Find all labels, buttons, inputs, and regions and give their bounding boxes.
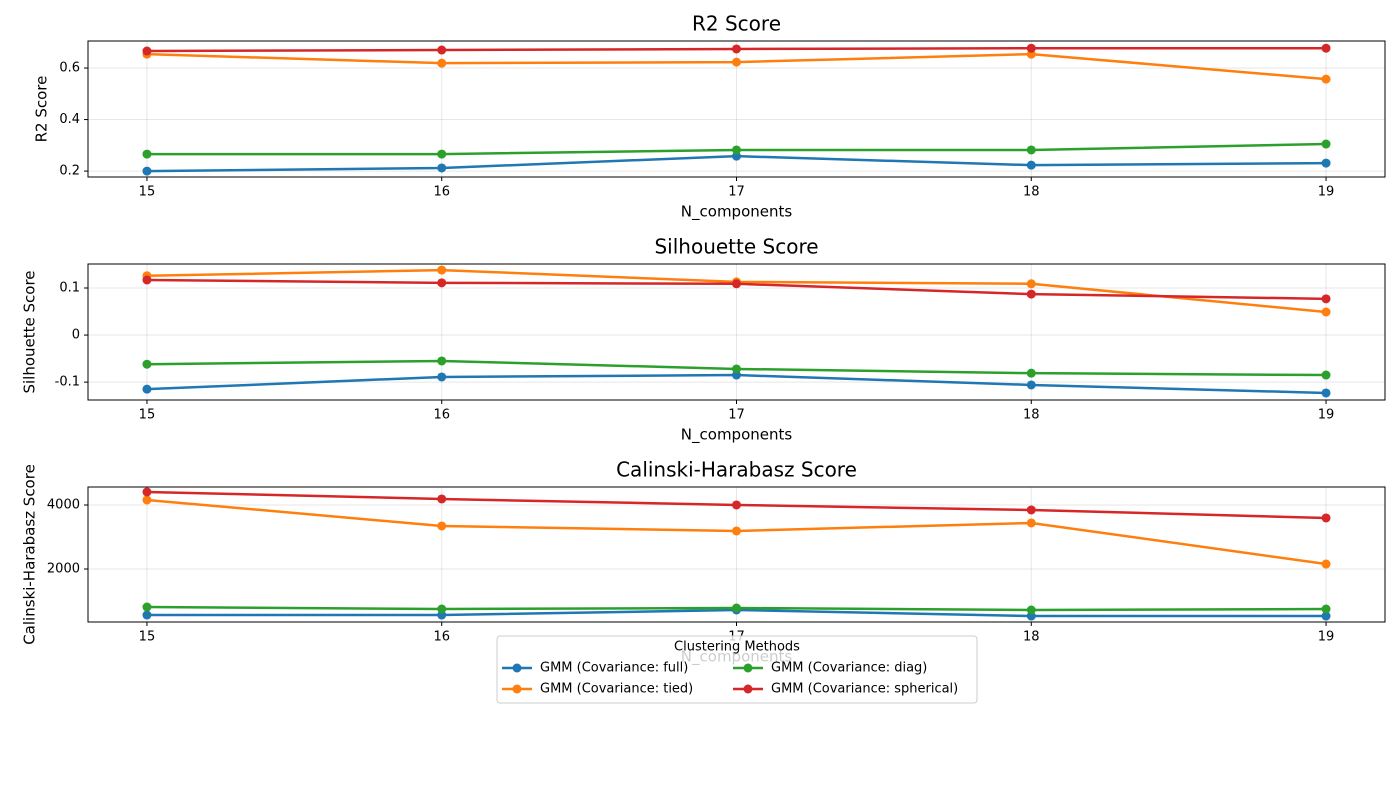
x-axis-label: N_components	[681, 426, 793, 445]
point	[732, 44, 741, 54]
x-axis-label: N_components	[681, 203, 793, 222]
x-tick-label: 18	[1023, 630, 1040, 645]
point	[142, 149, 152, 159]
point	[437, 265, 447, 275]
point	[437, 58, 447, 68]
y-axis-label: Calinski-Harabasz Score	[21, 464, 39, 645]
point	[437, 356, 447, 366]
point	[1321, 307, 1331, 317]
y-tick-label: 0.6	[59, 61, 80, 76]
point	[732, 526, 741, 536]
point	[437, 163, 447, 173]
x-tick-label: 19	[1318, 630, 1335, 645]
x-tick-label: 16	[433, 185, 450, 200]
point	[1026, 505, 1036, 515]
point	[1321, 158, 1331, 168]
point	[437, 278, 447, 288]
y-tick-label: 2000	[47, 561, 80, 576]
point	[1026, 380, 1036, 390]
legend-label: GMM (Covariance: diag)	[771, 661, 927, 676]
legend-marker	[512, 684, 522, 694]
point	[1321, 604, 1331, 614]
x-tick-label: 15	[139, 408, 156, 423]
point	[1321, 370, 1331, 380]
point	[732, 364, 741, 374]
x-tick-label: 15	[139, 185, 156, 200]
x-tick-label: 17	[728, 185, 745, 200]
point	[1026, 43, 1036, 53]
subplot-title: R2 Score	[692, 12, 781, 36]
point	[732, 151, 741, 161]
point	[1321, 513, 1331, 523]
point	[142, 610, 152, 620]
axes-frame	[87, 486, 1386, 623]
legend-box	[496, 635, 978, 704]
point	[732, 603, 741, 613]
point	[142, 602, 152, 612]
subplot-title: Silhouette Score	[654, 235, 818, 259]
point	[437, 45, 447, 55]
point	[437, 372, 447, 382]
y-axis-label: Silhouette Score	[21, 270, 39, 393]
point	[1321, 559, 1331, 569]
point	[1321, 43, 1331, 53]
y-tick-label: 0.2	[59, 164, 80, 179]
legend-marker	[743, 684, 753, 694]
point	[1321, 294, 1331, 304]
point	[142, 275, 152, 285]
point	[1321, 388, 1331, 398]
y-tick-label: 4000	[47, 497, 80, 512]
point	[1321, 611, 1331, 621]
point	[437, 604, 447, 614]
point	[142, 487, 152, 497]
x-tick-label: 18	[1023, 408, 1040, 423]
point	[437, 149, 447, 159]
point	[1321, 74, 1331, 84]
legend-marker	[743, 663, 753, 673]
y-tick-label: -0.1	[55, 375, 80, 390]
point	[142, 495, 152, 505]
point	[1026, 289, 1036, 299]
axes-frame	[87, 40, 1386, 178]
point	[142, 166, 152, 176]
point	[1026, 145, 1036, 155]
x-tick-label: 16	[433, 408, 450, 423]
point	[1026, 605, 1036, 615]
point	[1321, 139, 1331, 149]
point	[732, 57, 741, 67]
x-tick-label: 18	[1023, 185, 1040, 200]
y-tick-label: 0.4	[59, 112, 80, 127]
point	[732, 500, 741, 510]
y-tick-label: 0	[72, 328, 80, 343]
point	[142, 359, 152, 369]
legend-title: Clustering Methods	[674, 640, 800, 655]
y-tick-label: 0.1	[59, 281, 80, 296]
point	[437, 494, 447, 504]
x-tick-label: 15	[139, 630, 156, 645]
legend-label: GMM (Covariance: spherical)	[771, 682, 958, 697]
legend-label: GMM (Covariance: tied)	[540, 682, 693, 697]
point	[732, 279, 741, 289]
axes-frame	[87, 263, 1386, 401]
x-tick-label: 16	[433, 630, 450, 645]
x-tick-label: 19	[1318, 408, 1335, 423]
x-tick-label: 17	[728, 408, 745, 423]
legend: Clustering Methods GMM (Covariance: full)…	[496, 635, 978, 704]
point	[1026, 160, 1036, 170]
y-axis-label: R2 Score	[33, 76, 51, 143]
point	[732, 145, 741, 155]
point	[142, 384, 152, 394]
legend-label: GMM (Covariance: full)	[540, 661, 688, 676]
point	[437, 521, 447, 531]
point	[1026, 368, 1036, 378]
point	[142, 46, 152, 56]
point	[1026, 518, 1036, 528]
x-tick-label: 19	[1318, 185, 1335, 200]
point	[1026, 279, 1036, 289]
subplot-title: Calinski-Harabasz Score	[616, 458, 857, 482]
legend-marker	[512, 663, 522, 673]
